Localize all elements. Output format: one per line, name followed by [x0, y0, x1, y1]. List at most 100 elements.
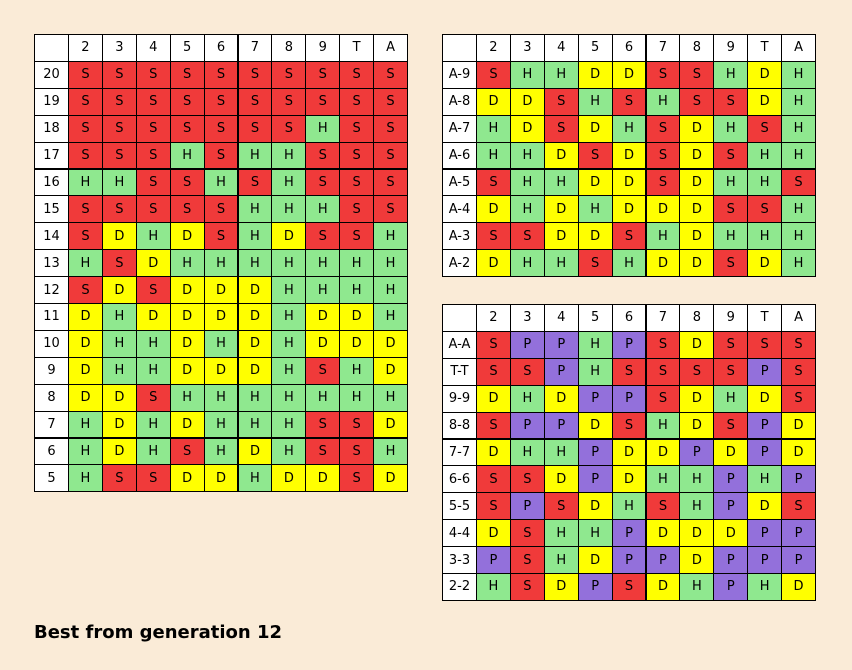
action-cell: H	[713, 222, 749, 251]
action-cell: H	[476, 573, 511, 601]
action-cell: H	[645, 222, 681, 251]
action-cell: S	[781, 357, 816, 386]
action-cell: D	[713, 519, 749, 548]
column-header: 2	[68, 34, 103, 62]
action-cell: H	[679, 573, 715, 601]
action-cell: H	[577, 330, 613, 359]
action-cell: S	[68, 276, 103, 304]
action-cell: H	[101, 168, 137, 197]
action-cell: D	[611, 60, 647, 89]
action-cell: H	[135, 222, 171, 251]
action-cell: H	[135, 437, 171, 466]
action-cell: D	[543, 465, 579, 494]
action-cell: D	[476, 519, 511, 548]
action-cell: S	[339, 195, 375, 224]
action-cell: P	[509, 411, 545, 440]
action-cell: H	[509, 60, 545, 89]
action-cell: D	[169, 222, 205, 251]
action-cell: S	[305, 87, 341, 116]
action-cell: S	[101, 114, 137, 143]
action-cell: H	[543, 249, 579, 278]
action-cell: S	[781, 384, 816, 413]
action-cell: H	[271, 141, 307, 170]
row-label: 18	[34, 114, 69, 143]
column-header: T	[339, 34, 375, 62]
column-header: A	[781, 304, 816, 332]
action-cell: S	[169, 60, 205, 89]
action-cell: S	[679, 357, 715, 386]
action-cell: S	[509, 222, 545, 251]
action-cell: H	[713, 384, 749, 413]
row-label: 8-8	[442, 411, 477, 440]
row-label: A-6	[442, 141, 477, 170]
row-label: 6	[34, 437, 69, 466]
action-cell: S	[305, 356, 341, 385]
column-header: 6	[203, 34, 239, 62]
action-cell: H	[747, 465, 783, 494]
action-cell: P	[747, 438, 783, 467]
row-label: A-3	[442, 222, 477, 251]
column-header: 5	[577, 304, 613, 332]
row-label: A-2	[442, 249, 477, 278]
action-cell: H	[101, 329, 137, 358]
action-cell: S	[543, 492, 579, 521]
action-cell: S	[611, 87, 647, 116]
row-label: A-A	[442, 330, 477, 359]
action-cell: D	[679, 249, 715, 278]
action-cell: D	[169, 356, 205, 385]
action-cell: D	[747, 60, 783, 89]
row-label: 5-5	[442, 492, 477, 521]
action-cell: P	[713, 573, 749, 601]
action-cell: H	[543, 546, 579, 574]
action-cell: S	[339, 114, 375, 143]
column-header: A	[781, 34, 816, 62]
action-cell: D	[679, 168, 715, 197]
action-cell: D	[68, 356, 103, 385]
action-cell: H	[203, 410, 239, 439]
action-cell: H	[543, 168, 579, 197]
action-cell: H	[747, 141, 783, 170]
action-cell: S	[101, 87, 137, 116]
action-cell: H	[305, 114, 341, 143]
action-cell: S	[645, 357, 681, 386]
action-cell: D	[101, 410, 137, 439]
action-cell: H	[747, 222, 783, 251]
action-cell: S	[713, 330, 749, 359]
row-label: A-5	[442, 168, 477, 197]
action-cell: D	[781, 411, 816, 440]
action-cell: S	[373, 168, 408, 197]
action-cell: S	[339, 141, 375, 170]
action-cell: H	[373, 437, 408, 466]
action-cell: P	[577, 438, 613, 467]
action-cell: D	[543, 222, 579, 251]
action-cell: D	[747, 249, 783, 278]
action-cell: S	[747, 195, 783, 224]
action-cell: D	[203, 276, 239, 304]
row-label: 20	[34, 60, 69, 89]
action-cell: D	[611, 141, 647, 170]
action-cell: H	[237, 222, 273, 251]
action-cell: S	[339, 437, 375, 466]
action-cell: D	[645, 438, 681, 467]
action-cell: H	[271, 249, 307, 278]
action-cell: S	[781, 492, 816, 521]
action-cell: P	[747, 519, 783, 548]
row-label: 15	[34, 195, 69, 224]
action-cell: D	[747, 384, 783, 413]
action-cell: S	[101, 141, 137, 170]
action-cell: S	[203, 87, 239, 116]
action-cell: H	[339, 249, 375, 278]
action-cell: D	[577, 168, 613, 197]
action-cell: S	[339, 222, 375, 251]
action-cell: S	[611, 222, 647, 251]
row-label: 3-3	[442, 546, 477, 574]
action-cell: D	[645, 573, 681, 601]
action-cell: S	[169, 114, 205, 143]
action-cell: S	[645, 330, 681, 359]
action-cell: S	[135, 383, 171, 412]
action-cell: D	[373, 410, 408, 439]
action-cell: H	[781, 141, 816, 170]
action-cell: S	[476, 222, 511, 251]
action-cell: S	[679, 60, 715, 89]
action-cell: S	[203, 222, 239, 251]
